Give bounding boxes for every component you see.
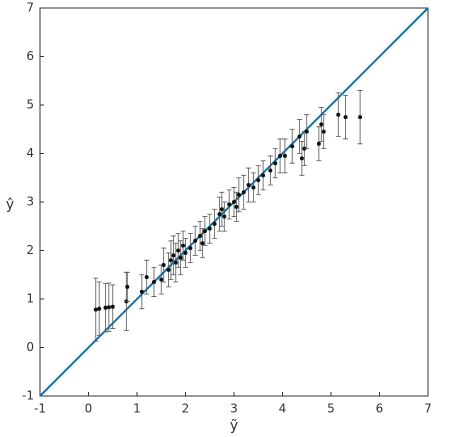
point [316,141,321,146]
point [106,305,111,310]
point [219,207,224,212]
point [282,153,287,158]
x-tick-label: 4 [279,402,287,416]
y-tick-label: -1 [22,389,34,403]
point [202,229,207,234]
point [217,212,222,217]
point [232,200,236,204]
x-tick-label: 6 [376,402,384,416]
point [176,248,181,253]
point [212,221,217,226]
y-tick-label: 1 [26,292,34,306]
point [168,258,173,263]
point [159,277,164,282]
x-tick-label: 5 [327,402,335,416]
point [181,243,186,248]
point [343,115,348,120]
point [297,134,302,139]
point [144,275,149,280]
point [227,202,232,207]
y-tick-label: 3 [26,195,34,209]
point [93,307,98,312]
point [139,289,144,294]
point [241,190,246,195]
point [151,280,156,285]
point [161,263,166,268]
point [183,250,188,255]
point [278,153,283,158]
y-axis-label: ŷ [6,197,14,213]
point [200,241,205,246]
y-tick-label: 6 [26,49,34,63]
point [171,253,176,258]
point [207,226,212,231]
y-tick-label: 4 [26,146,34,160]
point [166,267,171,272]
point [236,192,241,197]
point [261,173,266,178]
point [97,306,102,311]
point [110,304,115,309]
point [358,115,363,120]
point [290,144,295,149]
point [273,161,278,166]
point [125,284,130,289]
point [319,122,324,127]
x-tick-label: 3 [230,402,238,416]
y-tick-label: 5 [26,98,34,112]
x-tick-label: -1 [34,402,46,416]
point [188,246,193,251]
y-tick-label: 0 [26,340,34,354]
x-tick-label: 1 [133,402,141,416]
x-tick-label: 0 [85,402,93,416]
point [304,129,309,134]
point [251,185,256,190]
point [198,233,203,238]
point [268,168,273,173]
point [321,129,326,134]
y-tick-label: 2 [26,243,34,257]
point [222,214,227,219]
x-tick-label: 7 [424,402,432,416]
point [173,260,178,265]
x-tick-label: 2 [182,402,190,416]
point [256,178,261,183]
point [234,204,239,209]
y-tick-label: 7 [26,1,34,15]
point [193,238,198,243]
point [246,183,251,188]
point [336,112,341,117]
x-axis-label: ỹ [230,418,238,434]
point [299,156,304,161]
point [178,255,183,260]
point [103,305,108,310]
